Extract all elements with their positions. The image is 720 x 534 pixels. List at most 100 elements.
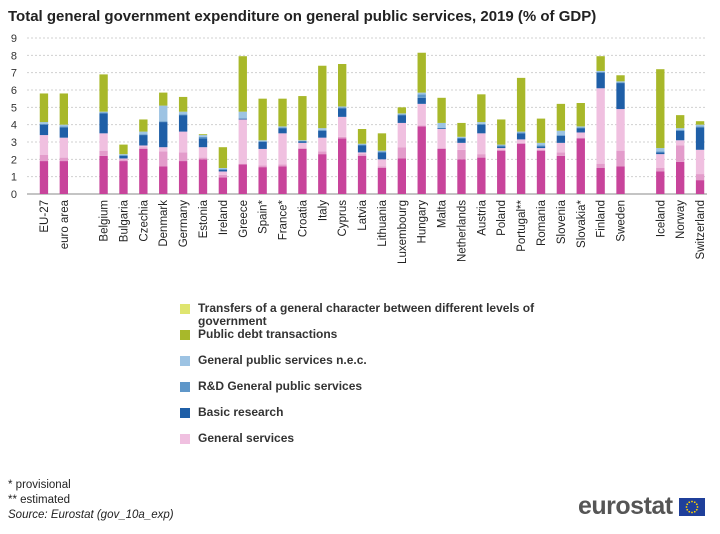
bar-segment xyxy=(497,145,506,147)
bar-segment xyxy=(556,130,566,136)
legend-item-basic-research: Basic research xyxy=(180,406,560,432)
x-tick-label: Netherlands xyxy=(456,200,468,262)
x-tick-label: Slovakia* xyxy=(576,199,588,247)
bar-segment xyxy=(695,126,705,128)
bar-segment xyxy=(417,126,426,194)
bar-segment xyxy=(99,74,108,112)
y-tick-label: 6 xyxy=(11,85,17,97)
bar-segment xyxy=(437,128,446,129)
bar-segment xyxy=(616,75,625,82)
bar-segment xyxy=(139,147,148,149)
bar-segment xyxy=(59,127,68,138)
bar-segment xyxy=(119,144,128,155)
bar-segment xyxy=(457,142,466,150)
bar-segment xyxy=(159,121,168,123)
legend-swatch xyxy=(180,356,190,366)
bar-segment xyxy=(477,157,486,194)
bar-segment xyxy=(437,148,446,194)
bar-segment xyxy=(377,133,387,151)
bar-segment xyxy=(278,164,287,167)
bar-segment xyxy=(139,135,148,146)
y-tick-label: 4 xyxy=(11,120,17,132)
bar-segment xyxy=(417,125,426,127)
x-tick-label: Bulgaria xyxy=(118,199,130,242)
bar-segment xyxy=(497,148,506,150)
legend-label: Public debt transactions xyxy=(198,327,338,341)
bar-segment xyxy=(457,149,466,160)
bar-segment xyxy=(437,97,446,123)
bar-segment xyxy=(656,148,665,152)
legend-swatch xyxy=(180,330,190,340)
bar-segment xyxy=(258,141,267,142)
bar-segment xyxy=(318,128,327,130)
bar-segment xyxy=(397,115,406,123)
bar-segment xyxy=(278,133,287,165)
bar-segment xyxy=(338,107,347,109)
legend-swatch xyxy=(180,304,190,314)
bar-segment xyxy=(516,132,526,134)
bar-segment xyxy=(139,119,148,132)
bar-segment xyxy=(477,154,486,158)
bar-segment xyxy=(238,56,247,112)
bar-segment xyxy=(417,92,426,95)
bar-segment xyxy=(457,138,466,143)
bar-segment xyxy=(198,147,208,158)
x-tick-label: Denmark xyxy=(158,200,170,247)
bar-segment xyxy=(556,103,566,131)
bar-segment xyxy=(218,169,228,172)
y-tick-label: 0 xyxy=(11,189,17,201)
bar-segment xyxy=(298,148,307,194)
bar-segment xyxy=(417,103,426,126)
bar-segment xyxy=(457,137,466,139)
note-provisional: * provisional xyxy=(8,479,71,491)
legend-label: Basic research xyxy=(198,405,284,419)
bar-segment xyxy=(258,165,267,168)
legend-label: General public services n.e.c. xyxy=(198,353,367,367)
bar-segment xyxy=(556,142,566,153)
bar-segment xyxy=(159,166,168,194)
bar-segment xyxy=(676,130,685,141)
bar-segment xyxy=(536,145,546,147)
bar-segment xyxy=(536,146,546,149)
bar-segment xyxy=(278,126,287,128)
footnotes: * provisional ** estimated Source: Euros… xyxy=(8,478,174,523)
bar-segment xyxy=(119,158,128,160)
x-tick-label: Estonia xyxy=(198,199,210,238)
bar-segment xyxy=(278,166,287,194)
bar-segment xyxy=(536,148,546,150)
x-tick-label: Hungary xyxy=(417,200,429,244)
bar-segment xyxy=(516,142,526,144)
x-tick-label: Portugal** xyxy=(516,199,528,251)
bar-segment xyxy=(676,145,685,162)
bar-segment xyxy=(357,144,367,146)
bar-segment xyxy=(258,98,267,141)
bar-segment xyxy=(159,105,168,122)
bar-segment xyxy=(695,149,705,175)
y-tick-label: 3 xyxy=(11,137,17,149)
bar-segment xyxy=(457,159,466,194)
bar-segment xyxy=(99,112,108,114)
x-tick-label: Sweden xyxy=(616,200,628,242)
legend-item-general-services: General services xyxy=(180,432,560,458)
bar-segment xyxy=(39,155,49,162)
bar-segment xyxy=(377,151,387,153)
bar-segment xyxy=(576,128,585,133)
bar-segment xyxy=(556,135,566,143)
bar-segment xyxy=(596,71,605,73)
bar-segment xyxy=(218,147,228,168)
legend-label: General services xyxy=(198,431,295,445)
bar-segment xyxy=(656,168,665,172)
bar-segment xyxy=(536,149,546,151)
x-tick-label: Luxembourg xyxy=(397,200,409,264)
bar-segment xyxy=(676,128,685,130)
bar-segment xyxy=(417,97,426,104)
x-tick-label: Germany xyxy=(178,200,190,248)
bar-segment xyxy=(99,133,108,151)
legend-item-transfers: Transfers of a general character between… xyxy=(180,302,560,328)
bar-segment xyxy=(596,70,605,72)
bar-segment xyxy=(218,168,228,170)
bar-segment xyxy=(338,106,347,108)
bar-segment xyxy=(357,155,367,194)
x-tick-label: EU-27 xyxy=(39,200,51,233)
bar-segment xyxy=(159,92,168,106)
